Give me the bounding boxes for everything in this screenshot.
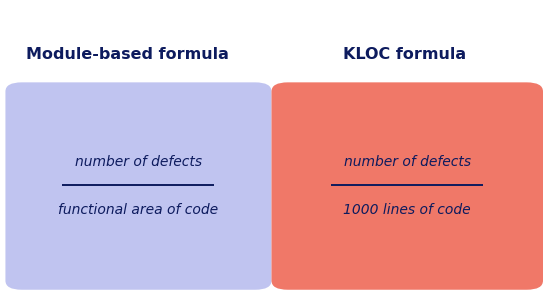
Text: functional area of code: functional area of code [59,203,218,217]
Text: KLOC formula: KLOC formula [343,47,466,63]
Text: number of defects: number of defects [75,155,202,169]
FancyBboxPatch shape [5,82,272,290]
Text: number of defects: number of defects [344,155,471,169]
FancyBboxPatch shape [272,82,543,290]
Text: Module-based formula: Module-based formula [26,47,229,63]
Text: 1000 lines of code: 1000 lines of code [343,203,471,217]
